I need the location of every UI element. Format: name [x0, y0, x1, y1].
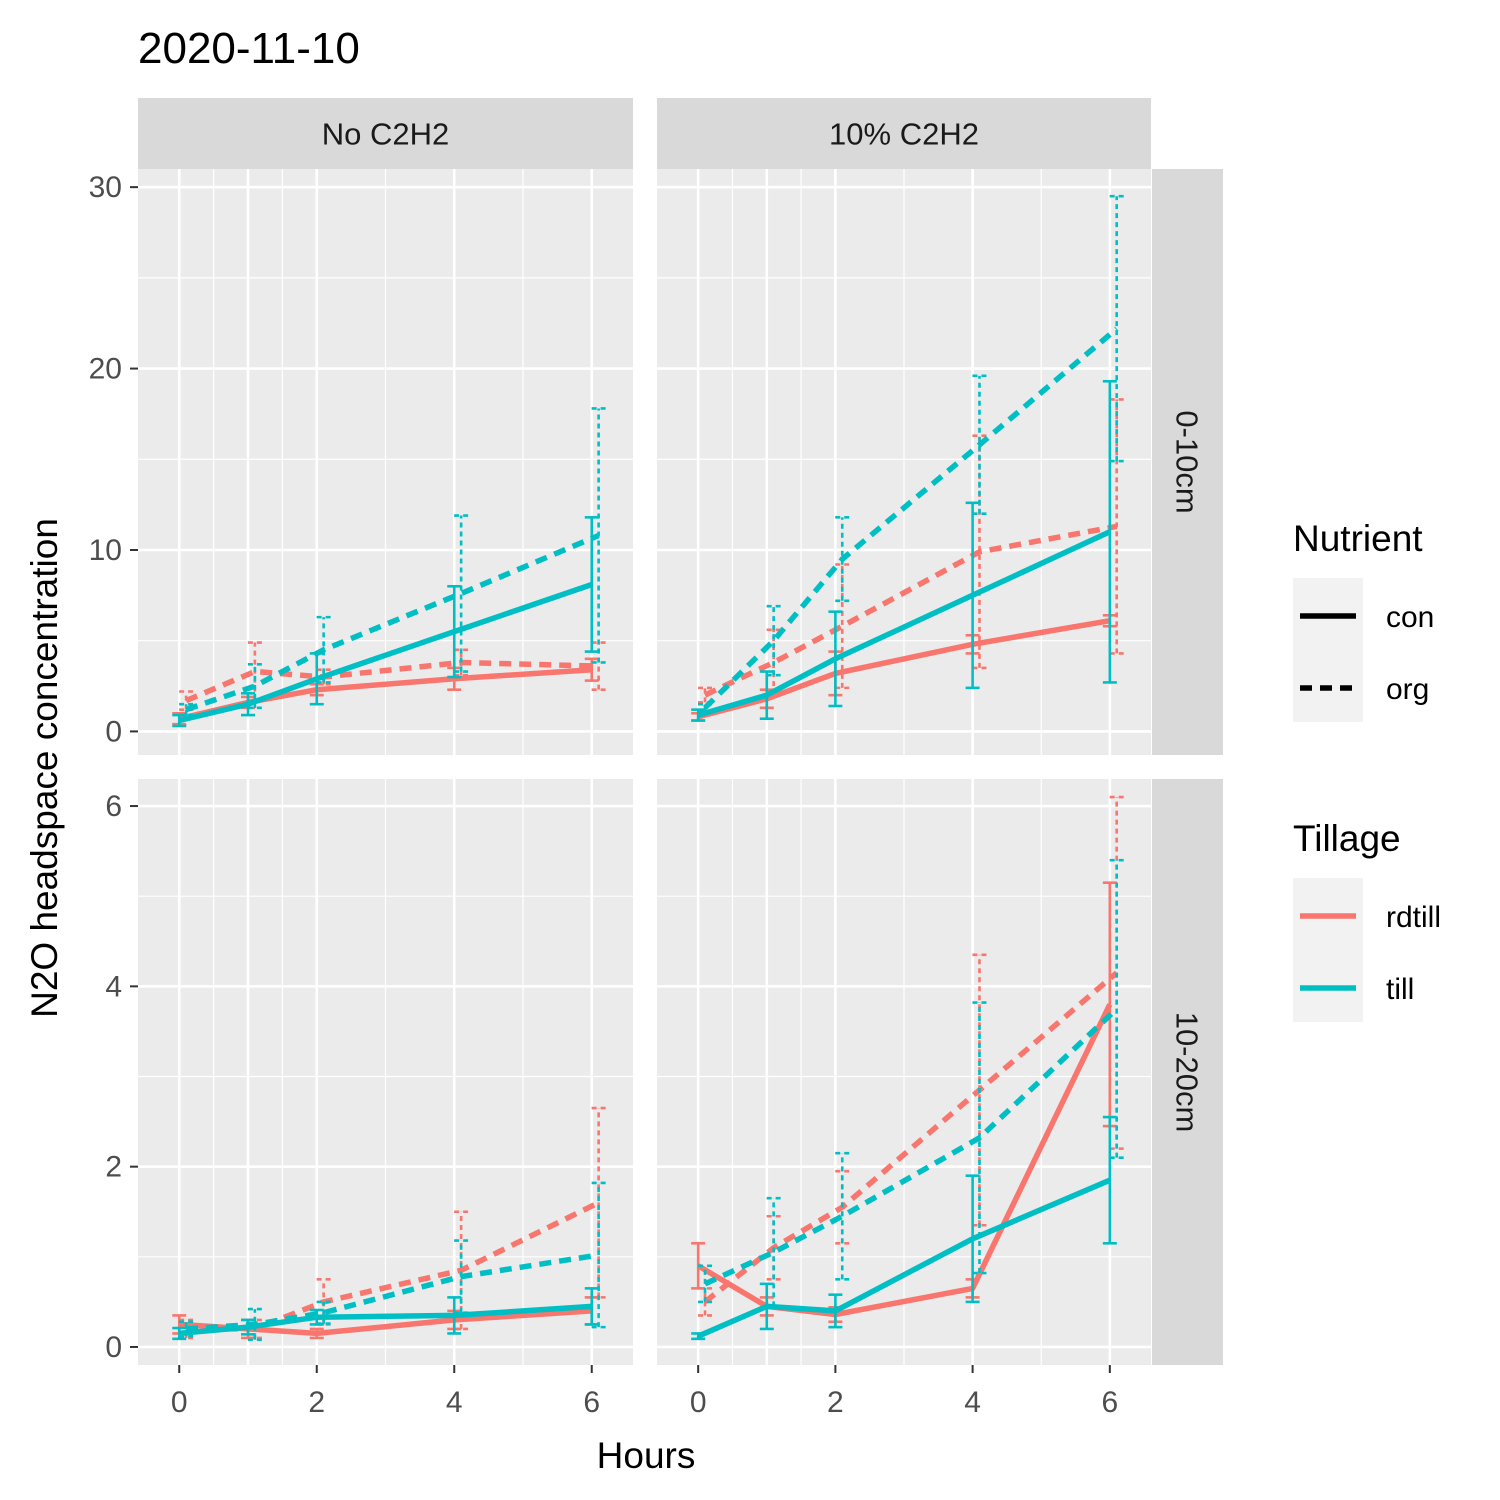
panel-0-10cm-10pct-c2h2	[657, 169, 1151, 755]
strip-background-row	[1152, 169, 1223, 755]
legend-label-till: till	[1386, 973, 1414, 1006]
series-till-con	[691, 379, 1117, 722]
x-tick-label: 4	[446, 1386, 463, 1419]
panel-10-20cm-no-c2h2	[138, 779, 633, 1365]
panel-0-10cm-no-c2h2	[138, 169, 633, 755]
chart-title: 2020-11-10	[138, 24, 360, 73]
strip-background-col	[657, 98, 1151, 169]
series-till-org	[179, 1181, 606, 1342]
series-line-till-org	[185, 532, 600, 713]
facet-strips: No C2H2 10% C2H2 0-10cm 10-20cm	[138, 98, 1223, 1365]
strip-label-no-c2h2: No C2H2	[322, 117, 450, 152]
series-line-till-con	[697, 529, 1111, 718]
legend-label-org: org	[1386, 673, 1429, 706]
legend-keys-nutrient-bg	[1293, 578, 1363, 722]
x-axis-title: Hours	[597, 1435, 696, 1476]
series-line-till-con	[697, 1177, 1111, 1339]
series-line-till-org	[185, 1252, 600, 1332]
y-tick-label: 4	[105, 970, 122, 1003]
strip-label-0-10cm: 0-10cm	[1170, 410, 1205, 513]
series-line-rdtill-org	[703, 523, 1118, 698]
x-tick-label: 6	[1101, 1386, 1118, 1419]
series-line-till-org	[703, 1006, 1119, 1287]
y-axis-title: N2O headspace concentration	[24, 518, 65, 1018]
axes: 0 10 20 30 0 2 4 6 0 2 4 6 0 2 4 6	[89, 171, 1119, 1419]
series-till-con	[691, 1115, 1117, 1341]
x-tick-label: 4	[964, 1386, 981, 1419]
y-tick-label: 2	[105, 1151, 122, 1184]
y-tick-label: 30	[89, 171, 122, 204]
series-line-till-org	[703, 326, 1119, 710]
y-tick-label: 6	[105, 790, 122, 823]
series-group-10-20cm-no-c2h2	[172, 1106, 606, 1342]
legend-keys-nutrient	[1300, 613, 1356, 691]
y-tick-label: 0	[105, 715, 122, 748]
strip-background-col	[138, 98, 633, 169]
legend-label-rdtill: rdtill	[1386, 901, 1441, 934]
series-till-org	[698, 858, 1124, 1308]
series-line-till-con	[178, 581, 593, 724]
series-group-10-20cm-10pct-c2h2	[691, 795, 1124, 1341]
x-tick-label: 0	[171, 1386, 188, 1419]
x-tick-label: 2	[308, 1386, 325, 1419]
series-group-0-10cm-10pct-c2h2	[691, 194, 1124, 722]
legend: Nutrient con org Tillage rdtill till	[1293, 518, 1441, 1022]
series-till-org	[698, 194, 1124, 713]
strip-label-10-20cm: 10-20cm	[1170, 1012, 1205, 1133]
x-tick-label: 6	[583, 1386, 600, 1419]
panel-10-20cm-10pct-c2h2	[657, 779, 1151, 1365]
plot-panels	[138, 169, 1151, 1365]
strip-label-10pct-c2h2: 10% C2H2	[829, 117, 979, 152]
x-tick-label: 2	[827, 1386, 844, 1419]
strip-background-row	[1152, 779, 1223, 1365]
series-till-org	[179, 407, 606, 717]
legend-label-con: con	[1386, 601, 1434, 634]
legend-title-tillage: Tillage	[1293, 818, 1401, 859]
legend-keys-tillage	[1300, 913, 1356, 991]
y-tick-label: 10	[89, 534, 122, 567]
y-tick-label: 0	[105, 1331, 122, 1364]
y-tick-label: 20	[89, 353, 122, 386]
x-tick-label: 0	[690, 1386, 707, 1419]
legend-title-nutrient: Nutrient	[1293, 518, 1423, 559]
legend-keys-tillage-bg	[1293, 878, 1363, 1022]
series-line-till-con	[179, 1303, 592, 1337]
series-group-0-10cm-no-c2h2	[172, 407, 606, 728]
